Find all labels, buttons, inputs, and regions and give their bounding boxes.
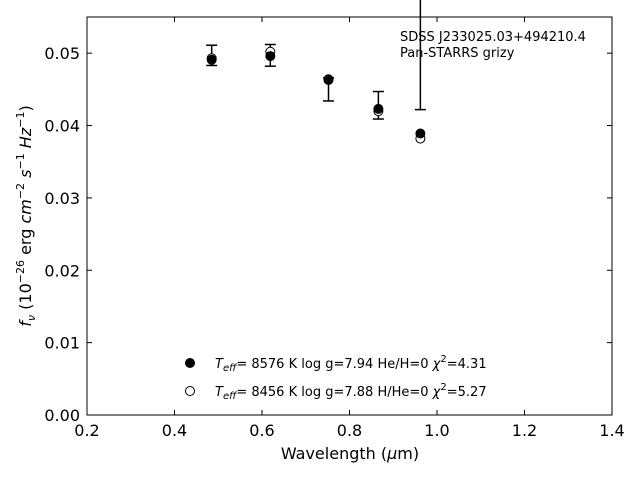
y-axis-ticks: 0.00 0.01 0.02 0.03 0.04 0.05 — [44, 44, 612, 425]
y-tick-label: 0.04 — [44, 117, 80, 136]
x-tick-label: 1.4 — [599, 421, 624, 440]
data-markers — [206, 46, 426, 144]
error-bars — [206, 0, 426, 120]
x-tick-label: 1.0 — [424, 421, 449, 440]
y-axis-label: fν (10−26 erg cm−2 s−1 Hz−1) — [14, 105, 38, 326]
annotation-title: SDSS J233025.03+494210.4 — [400, 30, 586, 45]
legend: Teff= 8576 K log g=7.94 He/H=0 χ2=4.31 T… — [185, 354, 487, 402]
x-axis-label: Wavelength (μm) — [281, 444, 419, 463]
legend-marker-filled — [185, 358, 195, 368]
model-point-he — [206, 54, 217, 65]
x-axis-ticks: 0.2 0.4 0.6 0.8 1.0 1.2 1.4 — [74, 17, 625, 440]
legend-entry-1: Teff= 8576 K log g=7.94 He/H=0 χ2=4.31 — [215, 354, 487, 374]
model-point-he — [323, 74, 334, 85]
x-tick-label: 0.4 — [162, 421, 187, 440]
plot-area — [86, 16, 613, 416]
model-point-he — [265, 51, 276, 62]
x-tick-label: 0.2 — [74, 421, 99, 440]
y-tick-label: 0.02 — [44, 261, 80, 280]
model-point-he — [415, 128, 426, 139]
legend-entry-2: Teff= 8456 K log g=7.88 H/He=0 χ2=5.27 — [215, 382, 487, 402]
y-tick-label: 0.00 — [44, 406, 80, 425]
x-tick-label: 1.2 — [512, 421, 537, 440]
y-tick-label: 0.01 — [44, 334, 80, 353]
x-tick-label: 0.8 — [337, 421, 362, 440]
model-point-he — [373, 103, 384, 114]
x-tick-label: 0.6 — [249, 421, 274, 440]
annotation-subtitle: Pan-STARRS grizy — [400, 46, 515, 61]
legend-marker-open — [185, 386, 195, 396]
y-tick-label: 0.03 — [44, 189, 80, 208]
y-tick-label: 0.05 — [44, 44, 80, 63]
